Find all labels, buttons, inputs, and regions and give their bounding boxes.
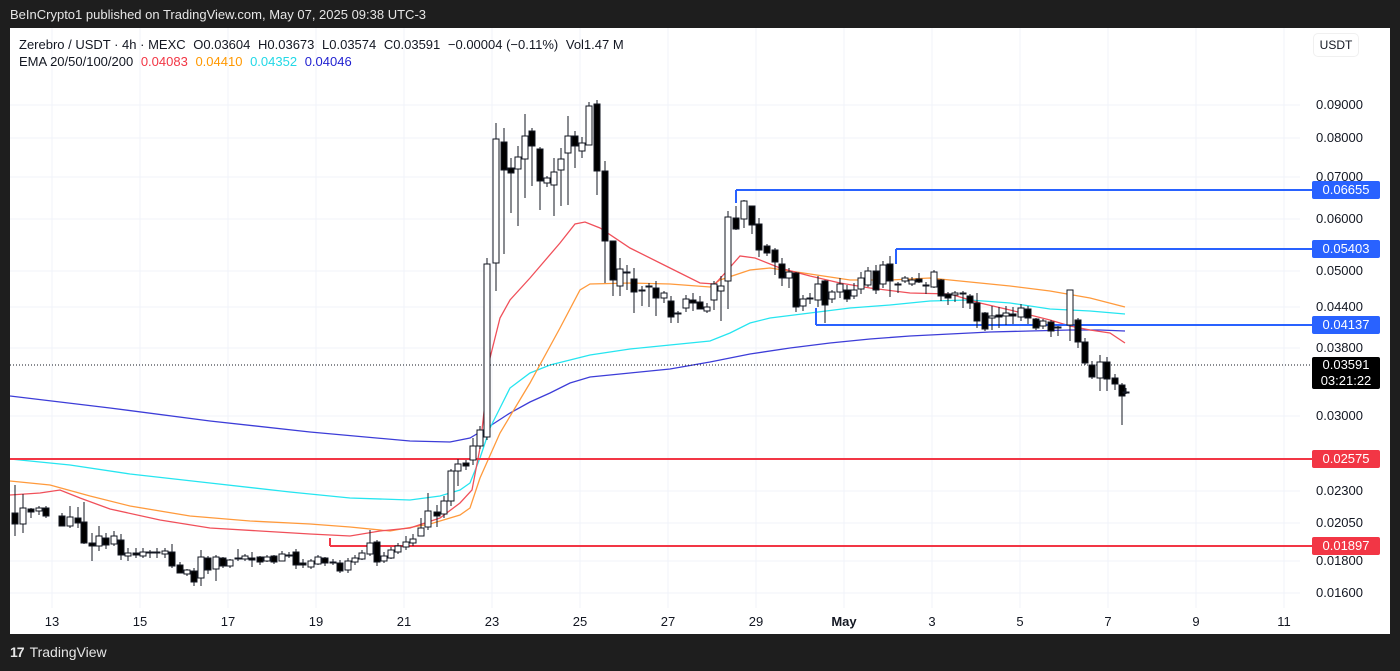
- y-tick: 0.03000: [1316, 408, 1363, 423]
- x-tick: 17: [220, 614, 236, 629]
- ema100-value: 0.04352: [250, 54, 298, 69]
- high-value: H0.03673: [258, 37, 315, 52]
- x-tick: 3: [928, 614, 936, 629]
- y-tick: 0.03800: [1316, 340, 1363, 355]
- x-tick: 27: [660, 614, 676, 629]
- volume-value: Vol1.47 M: [565, 37, 624, 52]
- ema-label[interactable]: EMA 20/50/100/200: [19, 54, 134, 69]
- x-tick: 11: [1277, 614, 1291, 629]
- x-tick: 15: [132, 614, 148, 629]
- change-value: −0.00004 (−0.11%): [447, 37, 559, 52]
- y-tick: 0.07000: [1316, 169, 1363, 184]
- x-tick: 7: [1104, 614, 1112, 629]
- ema100-line: [10, 299, 1126, 501]
- y-tick: 0.01600: [1316, 585, 1363, 600]
- y-tick: 0.01800: [1316, 553, 1363, 568]
- brand-name: TradingView: [29, 644, 107, 660]
- x-tick-month: May: [831, 614, 857, 629]
- chart-legend: Zerebro / USDT · 4h · MEXC O0.03604 H0.0…: [19, 36, 628, 70]
- close-value: C0.03591: [383, 37, 441, 52]
- resistance-tag-2: 0.05403: [1312, 240, 1380, 258]
- bar-countdown: 03:21:22: [1320, 373, 1372, 388]
- y-tick: 0.06000: [1316, 211, 1363, 226]
- ema50-value: 0.04410: [195, 54, 243, 69]
- grid-lines: [10, 28, 1300, 608]
- x-tick: 13: [44, 614, 60, 629]
- support-tag-2: 0.01897: [1312, 537, 1380, 555]
- symbol-label[interactable]: Zerebro / USDT · 4h · MEXC: [19, 37, 186, 52]
- resistance-tag-3: 0.04137: [1312, 316, 1380, 334]
- last-price-value: 0.03591: [1322, 357, 1370, 372]
- x-tick: 9: [1192, 614, 1200, 629]
- y-tick: 0.02050: [1316, 515, 1363, 530]
- y-tick: 0.08000: [1316, 130, 1363, 145]
- y-tick: 0.02300: [1316, 483, 1363, 498]
- ema200-value: 0.04046: [304, 54, 352, 69]
- tradingview-footer[interactable]: 17 TradingView: [10, 644, 107, 660]
- y-tick: 0.04400: [1316, 299, 1363, 314]
- x-tick: 23: [484, 614, 500, 629]
- published-header: BeInCrypto1 published on TradingView.com…: [10, 7, 426, 22]
- tradingview-logo-icon: 17: [10, 644, 25, 660]
- resistance-tag-1: 0.06655: [1312, 181, 1380, 199]
- ema20-line: [10, 221, 1126, 537]
- ema20-value: 0.04083: [140, 54, 188, 69]
- last-price-tag: 0.03591 03:21:22: [1312, 357, 1380, 389]
- x-tick: 29: [748, 614, 764, 629]
- x-tick: 5: [1016, 614, 1024, 629]
- support-tag-1: 0.02575: [1312, 450, 1380, 468]
- low-value: L0.03574: [322, 37, 377, 52]
- y-tick: 0.05000: [1316, 263, 1363, 278]
- support-levels: [10, 458, 1312, 547]
- chart-panel[interactable]: Zerebro / USDT · 4h · MEXC O0.03604 H0.0…: [10, 28, 1390, 634]
- resistance-levels: [735, 189, 1312, 326]
- x-tick: 19: [308, 614, 324, 629]
- x-tick: 25: [572, 614, 588, 629]
- candles: [11, 100, 1130, 586]
- y-tick: 0.09000: [1316, 97, 1363, 112]
- x-tick: 21: [396, 614, 412, 629]
- candlestick-chart[interactable]: [10, 28, 1390, 634]
- open-value: O0.03604: [193, 37, 251, 52]
- ema200-line: [10, 329, 1126, 443]
- currency-button[interactable]: USDT: [1314, 34, 1358, 56]
